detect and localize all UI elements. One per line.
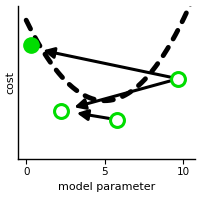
X-axis label: model parameter: model parameter — [58, 182, 155, 192]
Y-axis label: cost: cost — [6, 71, 15, 94]
